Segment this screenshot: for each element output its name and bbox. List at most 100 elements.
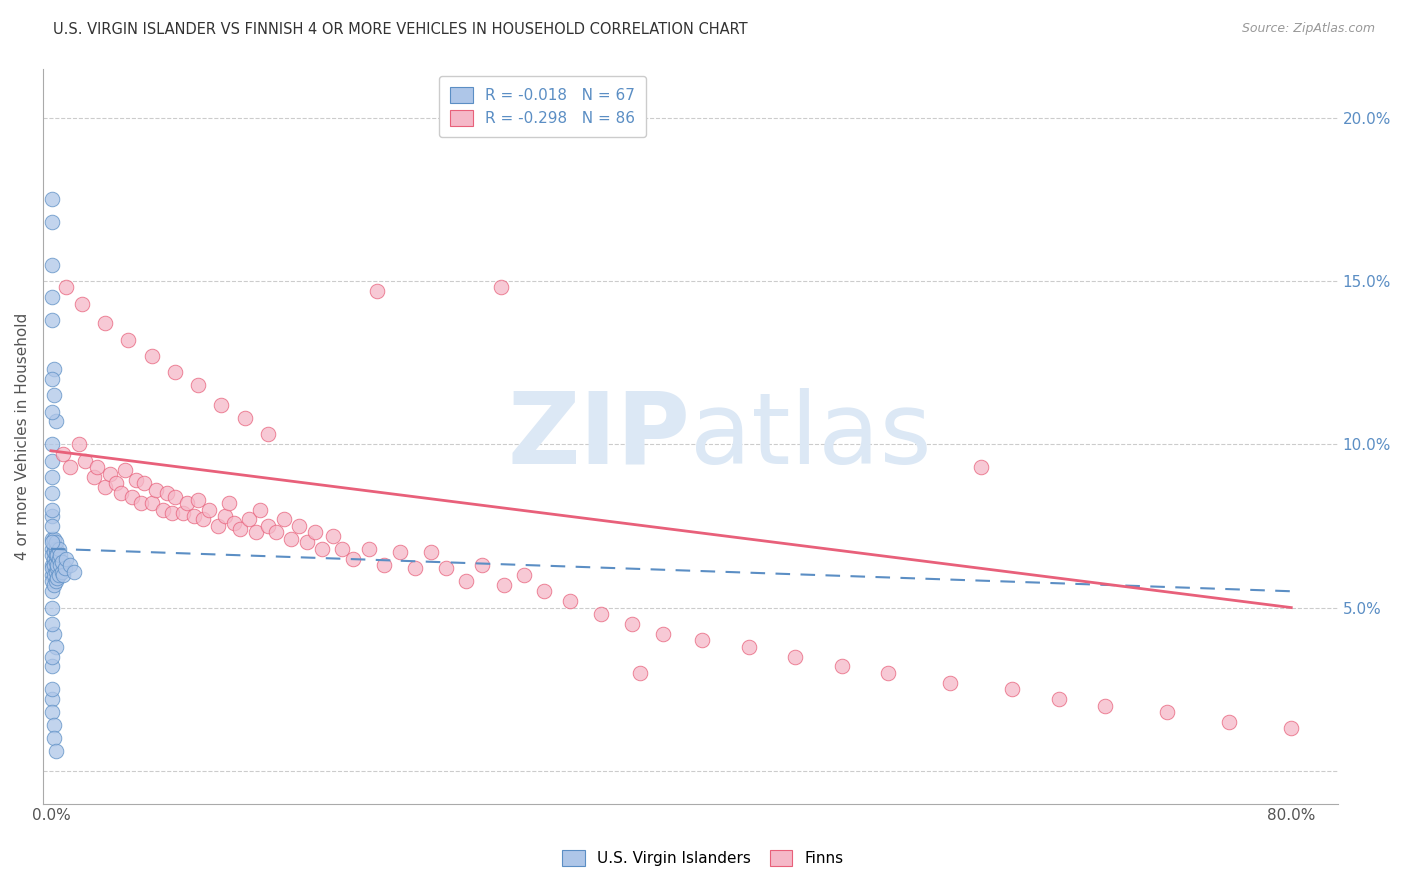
Point [55, 551, 77, 566]
Point [257, 427, 280, 442]
Point [533, 584, 555, 599]
Point [183, 509, 205, 524]
Point [58, 460, 80, 475]
Text: U.S. VIRGIN ISLANDER VS FINNISH 4 OR MORE VEHICLES IN HOUSEHOLD CORRELATION CHAR: U.S. VIRGIN ISLANDER VS FINNISH 4 OR MOR… [53, 22, 748, 37]
Point [42, 539, 65, 553]
Point [404, 561, 426, 575]
Point [187, 378, 209, 392]
Point [280, 532, 302, 546]
Point [342, 551, 364, 566]
Point [1094, 698, 1116, 713]
Point [41, 561, 63, 575]
Point [83, 470, 105, 484]
Point [52, 568, 75, 582]
Point [48, 551, 70, 566]
Point [125, 473, 148, 487]
Point [73, 453, 96, 467]
Point [48, 568, 70, 582]
Point [52, 447, 75, 461]
Point [264, 525, 287, 540]
Point [46, 561, 69, 575]
Point [41, 453, 63, 467]
Point [222, 516, 245, 530]
Point [332, 541, 354, 556]
Point [172, 506, 194, 520]
Point [41, 616, 63, 631]
Point [94, 480, 117, 494]
Point [1279, 722, 1302, 736]
Point [41, 404, 63, 418]
Point [591, 607, 613, 621]
Point [42, 626, 65, 640]
Point [41, 470, 63, 484]
Point [145, 483, 167, 497]
Point [41, 568, 63, 582]
Point [41, 549, 63, 563]
Point [785, 649, 807, 664]
Point [249, 502, 271, 516]
Point [311, 541, 333, 556]
Point [434, 561, 457, 575]
Point [41, 600, 63, 615]
Point [41, 532, 63, 546]
Point [156, 486, 179, 500]
Point [42, 731, 65, 746]
Point [58, 558, 80, 573]
Point [939, 675, 962, 690]
Point [98, 467, 121, 481]
Point [45, 640, 67, 654]
Point [366, 284, 388, 298]
Point [41, 502, 63, 516]
Point [304, 525, 326, 540]
Point [152, 502, 174, 516]
Point [737, 640, 759, 654]
Point [388, 545, 411, 559]
Point [41, 692, 63, 706]
Point [41, 682, 63, 697]
Point [45, 574, 67, 589]
Legend: U.S. Virgin Islanders, Finns: U.S. Virgin Islanders, Finns [554, 842, 852, 873]
Point [690, 633, 713, 648]
Point [187, 492, 209, 507]
Point [41, 535, 63, 549]
Point [419, 545, 441, 559]
Point [41, 192, 63, 206]
Point [373, 558, 395, 573]
Point [163, 365, 186, 379]
Point [41, 372, 63, 386]
Point [163, 490, 186, 504]
Point [41, 509, 63, 524]
Point [129, 496, 152, 510]
Point [41, 584, 63, 599]
Point [53, 561, 76, 575]
Point [42, 545, 65, 559]
Point [55, 280, 77, 294]
Point [42, 551, 65, 566]
Point [513, 568, 536, 582]
Point [218, 496, 240, 510]
Point [45, 744, 67, 758]
Point [42, 578, 65, 592]
Point [207, 519, 229, 533]
Point [117, 333, 139, 347]
Y-axis label: 4 or more Vehicles in Household: 4 or more Vehicles in Household [15, 312, 30, 559]
Point [114, 463, 136, 477]
Point [41, 574, 63, 589]
Point [322, 529, 344, 543]
Point [245, 525, 267, 540]
Point [1156, 705, 1178, 719]
Point [233, 411, 256, 425]
Point [160, 506, 183, 520]
Point [970, 460, 993, 475]
Point [41, 659, 63, 673]
Point [492, 578, 515, 592]
Point [70, 297, 93, 311]
Point [489, 280, 512, 294]
Point [42, 558, 65, 573]
Point [41, 290, 63, 304]
Point [141, 349, 163, 363]
Point [621, 616, 644, 631]
Point [229, 522, 252, 536]
Point [41, 558, 63, 573]
Point [67, 437, 90, 451]
